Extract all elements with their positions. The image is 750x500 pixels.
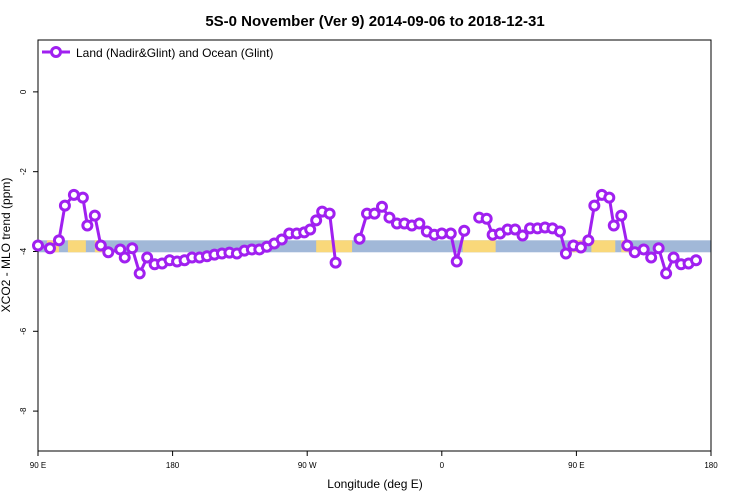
ocean-band: [38, 240, 711, 253]
data-point: [645, 251, 658, 264]
data-point: [329, 256, 342, 269]
data-point: [607, 219, 620, 232]
legend-label: Land (Nadir&Glint) and Ocean (Glint): [76, 46, 273, 60]
data-point: [323, 207, 336, 220]
data-point: [559, 247, 572, 260]
data-point: [383, 211, 396, 224]
data-point: [375, 200, 388, 213]
y-axis-label: XCO2 - MLO trend (ppm): [0, 178, 13, 313]
data-point: [368, 207, 381, 220]
data-point: [88, 209, 101, 222]
data-point: [118, 251, 131, 264]
data-point: [667, 251, 680, 264]
data-point: [582, 234, 595, 247]
y-tick-label: -8: [19, 407, 28, 415]
data-point: [660, 267, 673, 280]
data-point: [76, 191, 89, 204]
y-tick-label: -4: [19, 247, 28, 255]
data-point: [304, 223, 317, 236]
x-tick-label: 180: [166, 461, 180, 470]
data-point: [615, 209, 628, 222]
x-tick-label: 90 W: [298, 461, 317, 470]
data-point: [603, 191, 616, 204]
data-point: [574, 241, 587, 254]
data-point: [480, 212, 493, 225]
data-point: [353, 232, 366, 245]
x-axis: 90 E 180 90 W 0 90 E 180: [30, 451, 718, 470]
y-axis: 0 -2 -4 -6 -8: [19, 89, 38, 415]
background-band: [38, 240, 711, 253]
data-point: [94, 239, 107, 252]
x-tick-label: 180: [704, 461, 718, 470]
data-point: [444, 227, 457, 240]
data-point: [553, 225, 566, 238]
legend: Land (Nadir&Glint) and Ocean (Glint): [42, 46, 273, 60]
data-point: [621, 239, 634, 252]
data-point: [637, 243, 650, 256]
data-point: [652, 242, 665, 255]
data-point: [310, 214, 323, 227]
series-layer: [32, 188, 703, 280]
chart-title: 5S-0 November (Ver 9) 2014-09-06 to 2018…: [205, 13, 544, 30]
y-tick-label: -2: [19, 168, 28, 176]
land-patch: [67, 240, 86, 253]
data-point: [413, 217, 426, 230]
data-point: [275, 233, 288, 246]
y-tick-label: 0: [19, 89, 28, 94]
data-point: [32, 239, 44, 252]
land-patch: [462, 240, 496, 253]
y-tick-label: -6: [19, 327, 28, 335]
data-point: [43, 242, 56, 255]
data-point: [509, 223, 522, 236]
data-point: [58, 199, 71, 212]
x-tick-label: 90 E: [568, 461, 584, 470]
data-point: [450, 255, 463, 268]
data-point: [458, 224, 471, 237]
data-point: [588, 199, 601, 212]
data-point: [690, 254, 703, 267]
data-point: [141, 251, 154, 264]
legend-marker: [50, 46, 62, 58]
data-point: [102, 246, 115, 259]
data-point: [133, 267, 146, 280]
data-point: [126, 242, 139, 255]
data-point: [81, 219, 94, 232]
land-patch: [591, 240, 616, 253]
x-tick-label: 90 E: [30, 461, 46, 470]
x-tick-label: 0: [440, 461, 445, 470]
data-point: [52, 234, 65, 247]
x-axis-label: Longitude (deg E): [327, 477, 422, 491]
data-point: [516, 229, 529, 242]
